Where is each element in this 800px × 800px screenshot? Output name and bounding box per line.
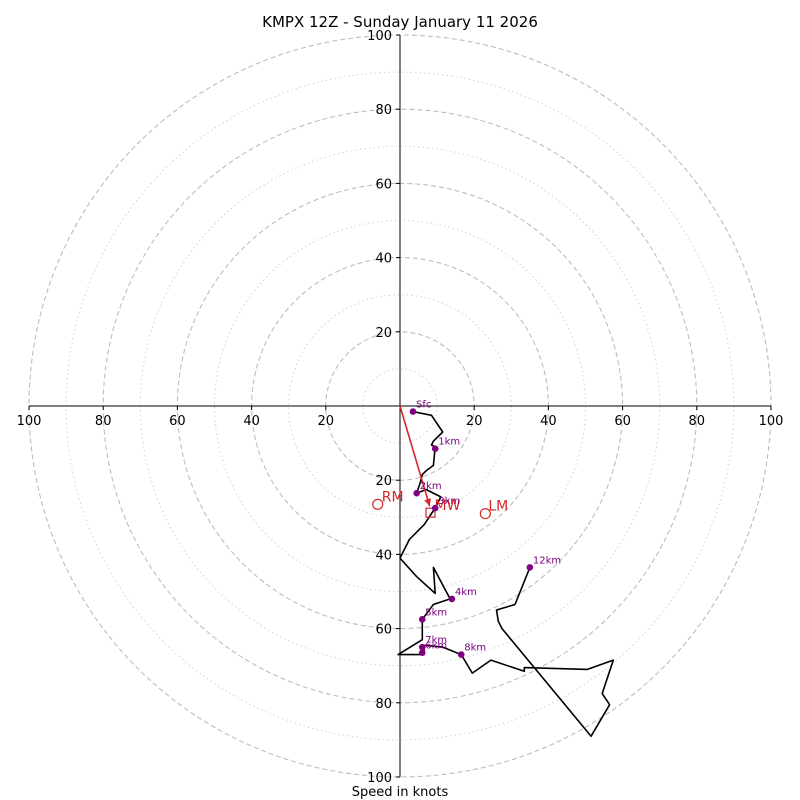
height-label-7km: 7km bbox=[425, 635, 447, 646]
y-tick-label-bottom-2: 60 bbox=[375, 623, 392, 638]
x-tick-label-left-3: 40 bbox=[243, 414, 260, 429]
lm-marker bbox=[479, 507, 491, 520]
y-tick-label-top-3: 40 bbox=[375, 252, 392, 267]
y-tick-label-top-1: 80 bbox=[375, 103, 392, 118]
height-marker-4km bbox=[448, 595, 456, 603]
x-tick-label-left-1: 80 bbox=[95, 414, 112, 429]
chart-title: KMPX 12Z - Sunday January 11 2026 bbox=[262, 13, 538, 31]
height-marker-7km bbox=[418, 643, 426, 651]
y-tick-label-bottom-4: 100 bbox=[367, 771, 392, 786]
height-marker-6km bbox=[418, 649, 426, 657]
y-tick-label-top-2: 60 bbox=[375, 177, 392, 192]
storm-motion-arrowhead bbox=[424, 498, 431, 507]
y-tick-label-bottom-1: 40 bbox=[375, 548, 392, 563]
x-axis-label: Speed in knots bbox=[352, 785, 449, 800]
x-tick-label-left-0: 100 bbox=[17, 414, 42, 429]
axis-ticks: 100 80 60 40 20 20 40 60 80 100 100 80 60 40 20 20 40 60 8… bbox=[17, 29, 784, 786]
storm-motion: RM LM MW bbox=[372, 405, 508, 520]
mw-marker bbox=[425, 507, 436, 518]
y-tick-label-bottom-3: 80 bbox=[375, 697, 392, 712]
rm-label: RM bbox=[382, 489, 404, 505]
height-marker-12km bbox=[526, 564, 534, 571]
height-marker-Sfc bbox=[409, 408, 417, 415]
height-marker-5km bbox=[418, 616, 426, 623]
x-tick-label-right-2: 60 bbox=[614, 414, 631, 429]
storm-motion-arrow bbox=[399, 405, 431, 507]
x-tick-label-left-2: 60 bbox=[169, 414, 186, 429]
height-label-1km: 1km bbox=[438, 437, 460, 448]
height-marker-8km bbox=[457, 651, 465, 658]
height-label-3km: 3km bbox=[438, 496, 460, 507]
y-tick-label-top-4: 20 bbox=[375, 326, 392, 341]
x-tick-label-right-4: 100 bbox=[759, 414, 784, 429]
hodograph-profile-line bbox=[397, 410, 615, 738]
height-marker-3km bbox=[431, 504, 439, 512]
rm-marker bbox=[372, 498, 384, 510]
mw-label: MW bbox=[435, 498, 461, 514]
height-label-5km: 5km bbox=[425, 607, 447, 618]
height-label-Sfc: Sfc bbox=[416, 400, 431, 411]
y-tick-label-top-0: 100 bbox=[367, 29, 392, 44]
x-tick-label-right-0: 20 bbox=[466, 414, 483, 429]
height-marker-2km bbox=[413, 489, 420, 497]
x-tick-label-left-4: 20 bbox=[318, 414, 335, 429]
y-tick-label-bottom-0: 20 bbox=[375, 474, 392, 489]
height-label-2km: 2km bbox=[420, 481, 442, 492]
height-label-12km: 12km bbox=[533, 555, 561, 566]
lm-label: LM bbox=[488, 499, 508, 515]
height-label-6km: 6km bbox=[425, 641, 447, 652]
height-label-4km: 4km bbox=[455, 587, 477, 598]
x-tick-label-right-1: 40 bbox=[540, 414, 557, 429]
height-label-8km: 8km bbox=[464, 643, 486, 654]
x-tick-label-right-3: 80 bbox=[689, 414, 706, 429]
height-marker-1km bbox=[431, 445, 439, 452]
